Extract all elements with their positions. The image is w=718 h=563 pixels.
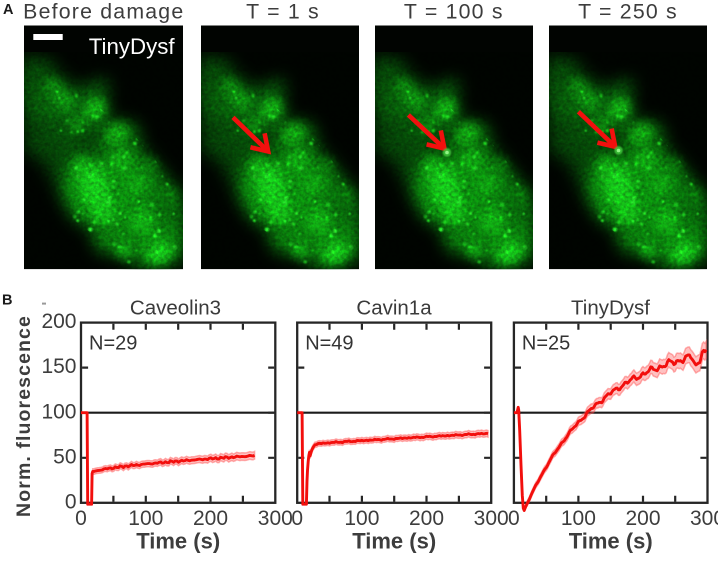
svg-text:Before damage: Before damage	[23, 0, 184, 24]
svg-text:300: 300	[258, 507, 293, 530]
svg-text:50: 50	[53, 445, 76, 468]
svg-text:Norm. fluorescence: Norm. fluorescence	[13, 315, 35, 517]
svg-text:TinyDysf: TinyDysf	[89, 34, 176, 59]
svg-text:100: 100	[41, 400, 76, 423]
svg-text:N=25: N=25	[522, 332, 570, 354]
svg-text:0: 0	[291, 507, 303, 530]
svg-text:Time (s): Time (s)	[352, 529, 436, 554]
svg-text:N=29: N=29	[89, 332, 137, 354]
svg-text:200: 200	[409, 507, 444, 530]
svg-text:0: 0	[508, 507, 520, 530]
svg-text:Cavin1a: Cavin1a	[356, 297, 432, 320]
svg-text:A: A	[3, 2, 14, 18]
svg-text:100: 100	[344, 507, 379, 530]
svg-text:N=49: N=49	[305, 332, 353, 354]
svg-text:200: 200	[193, 507, 228, 530]
svg-text:0: 0	[75, 507, 87, 530]
svg-text:200: 200	[625, 507, 660, 530]
svg-text:300: 300	[690, 507, 718, 530]
svg-text:T = 100 s: T = 100 s	[404, 0, 504, 24]
svg-text:Time (s): Time (s)	[136, 529, 220, 554]
svg-text:B: B	[2, 293, 12, 309]
svg-text:100: 100	[128, 507, 163, 530]
svg-text:0: 0	[65, 490, 77, 513]
svg-text:100: 100	[561, 507, 596, 530]
svg-text:150: 150	[41, 355, 76, 378]
svg-text:300: 300	[474, 507, 509, 530]
svg-text:Caveolin3: Caveolin3	[130, 297, 221, 320]
svg-text:T = 250 s: T = 250 s	[578, 0, 678, 24]
svg-text:200: 200	[41, 310, 76, 333]
svg-text:T = 1 s: T = 1 s	[246, 0, 320, 24]
svg-text:TinyDysf: TinyDysf	[571, 297, 650, 320]
svg-text:Time (s): Time (s)	[569, 529, 653, 554]
